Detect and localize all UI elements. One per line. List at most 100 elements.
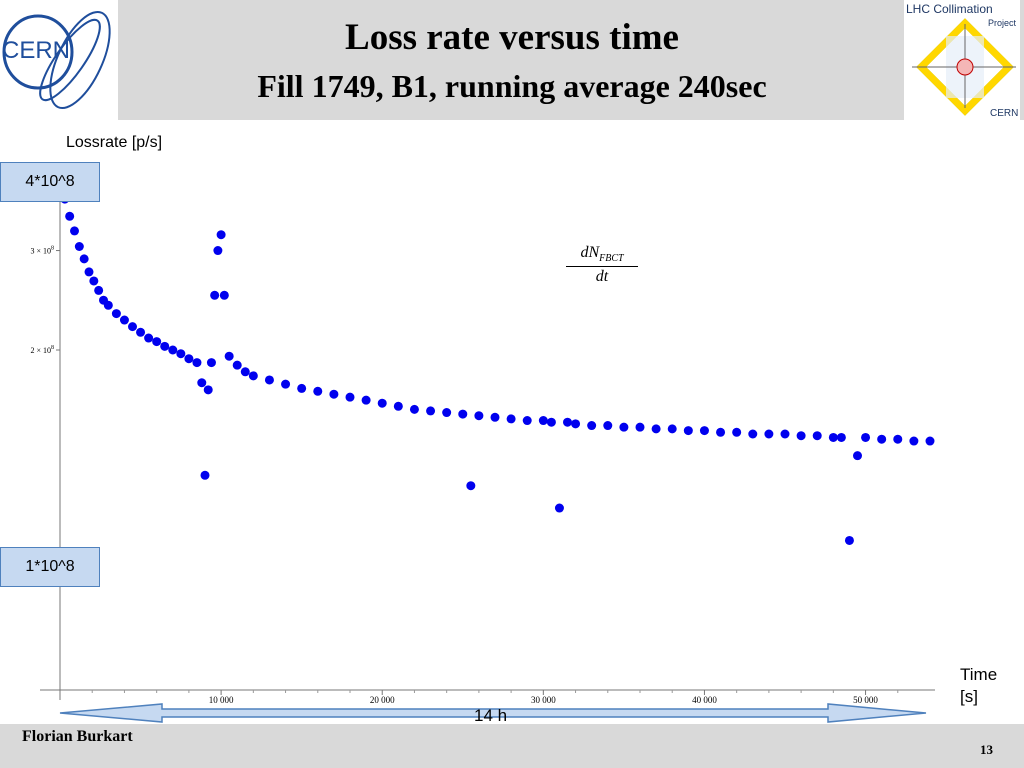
- lhc-logo-title: LHC Collimation: [906, 2, 993, 16]
- data-point: [329, 389, 339, 399]
- data-point: [136, 327, 146, 337]
- data-point: [197, 378, 207, 388]
- data-point: [844, 535, 854, 545]
- data-point: [426, 406, 436, 416]
- data-point: [94, 285, 104, 295]
- formula-fraction-bar: [566, 266, 638, 268]
- author-name: Florian Burkart: [22, 728, 133, 745]
- data-point: [297, 383, 307, 393]
- data-point: [206, 358, 216, 368]
- data-point: [716, 427, 726, 437]
- lhc-logo-cern: CERN: [990, 108, 1018, 119]
- data-point: [176, 349, 186, 359]
- data-point: [84, 267, 94, 277]
- data-point: [861, 432, 871, 442]
- data-point: [619, 422, 629, 432]
- data-point: [651, 424, 661, 434]
- data-point: [65, 211, 75, 221]
- data-point: [554, 503, 564, 513]
- data-point: [79, 254, 89, 264]
- data-point: [103, 300, 113, 310]
- x-tick-label: 40 000: [692, 695, 717, 705]
- data-point: [925, 436, 935, 446]
- page-number: 13: [980, 742, 993, 757]
- data-point: [780, 429, 790, 439]
- data-point: [893, 434, 903, 444]
- chart-axes: 10 000 20 000 30 000 40 000 50 000 2 × 108 3 ×…: [30, 175, 935, 705]
- data-point: [409, 404, 419, 414]
- formula-denominator: dt: [595, 268, 609, 286]
- x-tick-label: 20 000: [370, 695, 395, 705]
- data-point: [184, 354, 194, 364]
- data-point: [89, 276, 99, 286]
- lhc-collimation-logo-graphic: LHC Collimation Project CERN: [906, 2, 1018, 119]
- data-point: [571, 419, 581, 429]
- y-tick-exponent: 8: [51, 246, 54, 252]
- data-point: [764, 429, 774, 439]
- data-point: [546, 417, 556, 427]
- data-point: [119, 315, 129, 325]
- data-point: [796, 431, 806, 441]
- data-point: [345, 392, 355, 402]
- x-tick-label: 50 000: [853, 695, 878, 705]
- x-tick-label: 30 000: [531, 695, 556, 705]
- cern-logo-text: CERN: [2, 37, 70, 64]
- footer-band: [0, 724, 1024, 768]
- data-point: [828, 432, 838, 442]
- data-point: [458, 409, 468, 419]
- data-point: [144, 333, 154, 343]
- data-point: [74, 242, 84, 252]
- y-axis-label: Lossrate [p/s]: [66, 134, 163, 151]
- data-point: [168, 345, 178, 355]
- data-point: [264, 375, 274, 385]
- data-point: [313, 386, 323, 396]
- data-point: [210, 290, 220, 300]
- formula-subscript: FBCT: [599, 253, 624, 265]
- data-point: [812, 431, 822, 441]
- duration-label: 14 h: [474, 706, 508, 725]
- data-point: [192, 358, 202, 368]
- slide-subtitle: Fill 1749, B1, running average 240sec: [257, 68, 767, 104]
- data-point: [490, 412, 500, 422]
- x-tick-label: 10 000: [209, 695, 234, 705]
- data-point: [160, 341, 170, 351]
- callout-bottom-value: 1*10^8: [0, 547, 100, 587]
- data-point: [683, 426, 693, 436]
- data-point: [877, 434, 887, 444]
- formula-dn: dN: [580, 244, 600, 261]
- y-tick-label: 3 × 108: [30, 246, 54, 256]
- data-point: [216, 230, 226, 240]
- data-point: [281, 379, 291, 389]
- data-point: [213, 246, 223, 256]
- data-point: [603, 421, 613, 431]
- header-band: [0, 0, 1024, 120]
- data-point: [909, 436, 919, 446]
- lhc-logo-project: Project: [988, 18, 1017, 28]
- data-point: [361, 395, 371, 405]
- data-point: [393, 401, 403, 411]
- data-point: [70, 226, 79, 236]
- cern-logo-graphic: CERN: [2, 10, 111, 110]
- data-point: [748, 429, 758, 439]
- y-tick-exponent: 8: [51, 345, 54, 351]
- data-point: [442, 408, 452, 418]
- lhc-collimation-logo: LHC Collimation Project CERN: [904, 0, 1020, 120]
- data-point: [699, 426, 709, 436]
- data-point: [377, 398, 387, 408]
- data-point: [563, 417, 572, 427]
- duration-arrow: [59, 703, 927, 723]
- data-point: [506, 414, 516, 424]
- data-point: [474, 411, 484, 421]
- y-tick-label: 2 × 108: [30, 345, 54, 355]
- data-point: [836, 432, 846, 442]
- formula-numerator: dNFBCT: [562, 244, 642, 264]
- series-points: [55, 181, 935, 545]
- data-point: [522, 416, 532, 426]
- x-axis-label: Time [s]: [960, 665, 998, 706]
- formula-dn-dt: dNFBCT dt: [562, 244, 642, 286]
- data-point: [732, 427, 742, 437]
- data-point: [152, 337, 162, 347]
- data-point: [667, 424, 677, 434]
- data-point: [538, 416, 548, 426]
